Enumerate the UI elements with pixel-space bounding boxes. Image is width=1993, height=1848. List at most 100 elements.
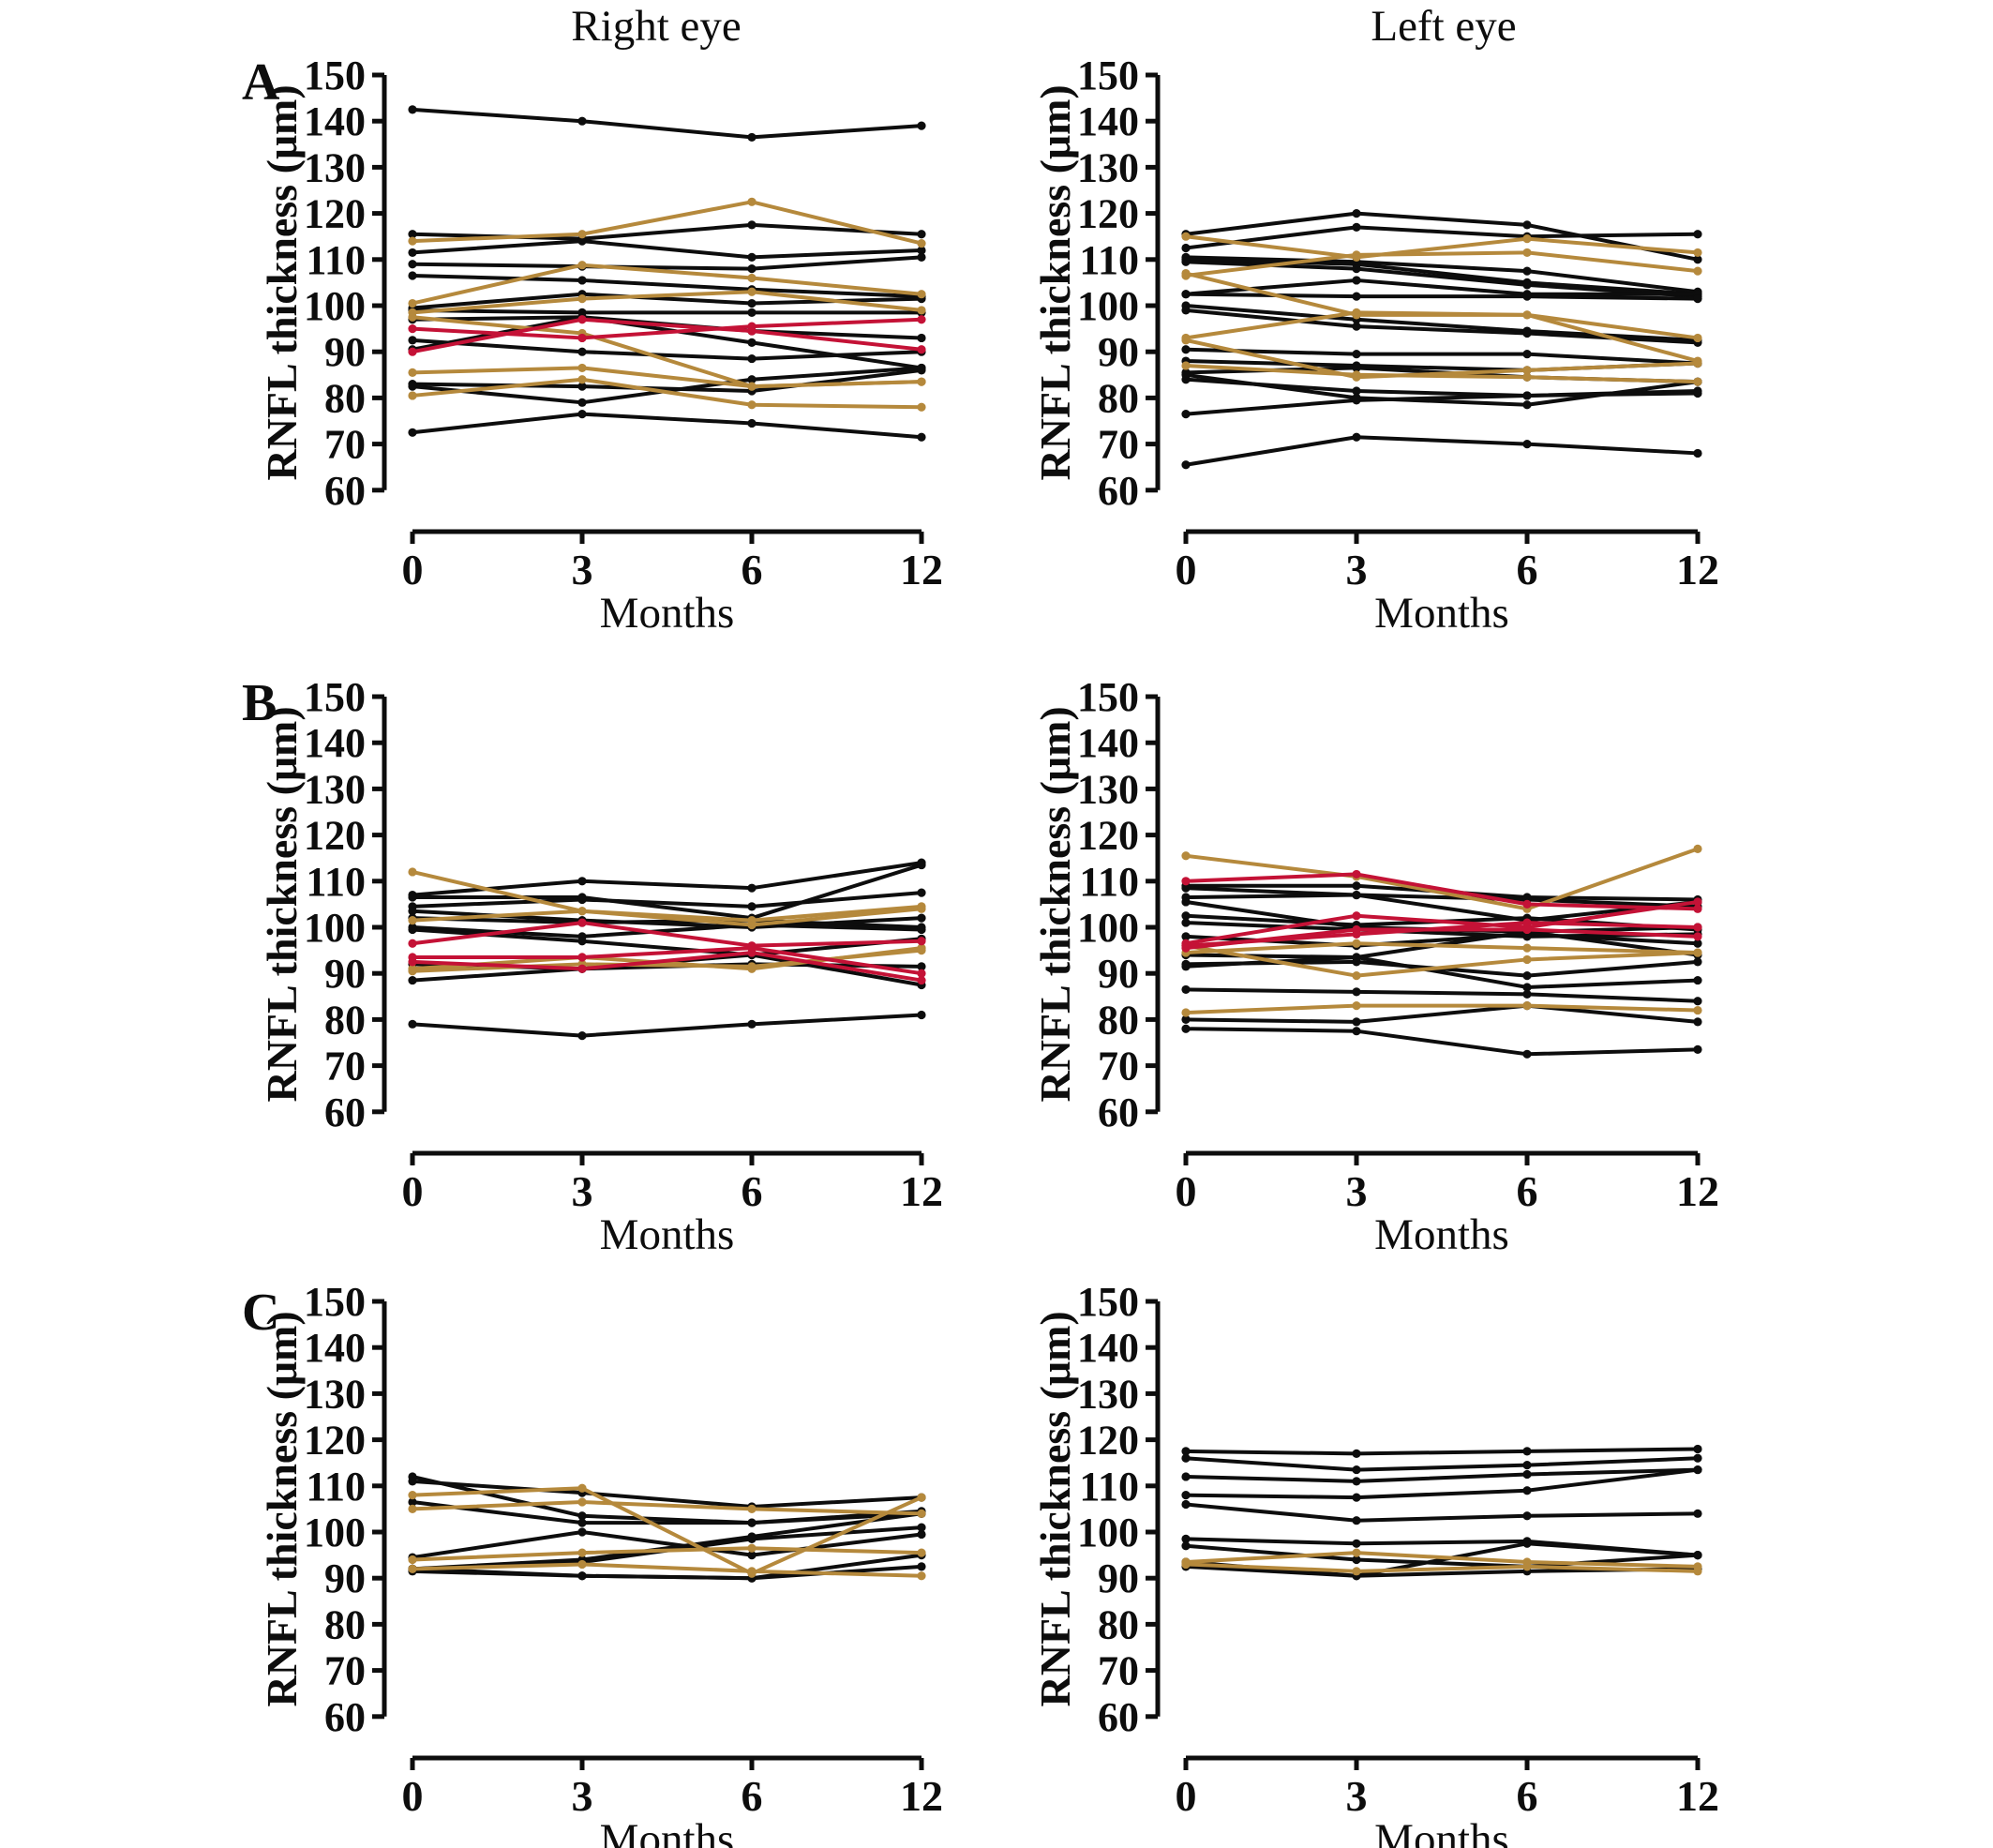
series-line-black [412, 861, 922, 897]
data-point-tan [1693, 844, 1702, 853]
data-point-tan [1352, 1548, 1361, 1557]
data-point-tan [747, 962, 757, 971]
data-point-tan [1693, 358, 1702, 368]
data-point-black [1181, 290, 1191, 299]
data-point-black [408, 382, 417, 391]
data-point-tan [408, 236, 417, 246]
y-tick-label: 90 [324, 951, 366, 997]
data-point-black [1352, 890, 1361, 900]
data-point-red [1693, 897, 1702, 907]
x-tick-label: 0 [402, 1167, 424, 1215]
data-point-tan [917, 377, 926, 386]
series-line-black [412, 239, 922, 260]
data-point-red [408, 939, 417, 948]
data-point-red [917, 969, 926, 978]
data-point-black [1352, 1449, 1361, 1458]
series-line-black [1185, 1447, 1699, 1456]
column-title-left-eye: Left eye [1371, 2, 1517, 51]
series-group [408, 105, 926, 442]
series-line-red [412, 951, 922, 983]
data-point-black [1181, 1541, 1191, 1551]
data-point-black [1522, 1447, 1532, 1456]
data-point-tan [747, 287, 757, 296]
data-point-tan [1522, 1562, 1532, 1571]
data-point-tan [408, 391, 417, 400]
y-tick-label: 60 [1098, 468, 1139, 514]
data-point-black [1522, 350, 1532, 359]
series-line-black [1185, 1456, 1699, 1472]
data-point-black [917, 121, 926, 130]
data-point-tan [1522, 310, 1532, 320]
data-point-black [747, 1518, 757, 1527]
series-line-black [1185, 987, 1699, 1003]
data-point-black [577, 1031, 587, 1041]
data-point-tan [1181, 232, 1191, 241]
data-point-red [1693, 904, 1702, 913]
data-point-black [917, 888, 926, 897]
data-point-black [408, 975, 417, 985]
panel-letter-c: C [242, 1284, 280, 1342]
data-point-black [1522, 280, 1532, 290]
y-axis-title: RNFL thickness (μm) [1031, 706, 1079, 1102]
y-tick-label: 60 [324, 1694, 366, 1740]
data-point-black [1352, 1539, 1361, 1548]
x-tick-label: 3 [1346, 1167, 1368, 1215]
data-point-black [917, 962, 926, 971]
y-tick-label: 150 [1077, 674, 1139, 720]
y-tick-label: 80 [324, 1601, 366, 1647]
data-point-black [1352, 222, 1361, 232]
data-point-black [747, 132, 757, 143]
y-tick-label: 90 [1098, 329, 1139, 375]
data-point-black [1693, 255, 1702, 264]
data-point-black [408, 230, 417, 239]
series-line-black [412, 916, 922, 929]
data-point-black [1352, 987, 1361, 997]
panel-letter-b: B [242, 674, 277, 732]
data-point-tan [1181, 1559, 1191, 1570]
data-point-black [1181, 1534, 1191, 1543]
data-point-black [408, 248, 417, 258]
series-line-tan [1185, 363, 1699, 384]
y-axis-title: RNFL thickness (μm) [258, 1311, 306, 1706]
x-tick-label: 6 [1517, 546, 1538, 593]
y-tick-label: 120 [304, 1418, 366, 1464]
data-point-black [577, 1571, 587, 1581]
data-point-black [747, 353, 757, 364]
x-tick-label: 3 [1346, 1772, 1368, 1820]
data-point-red [577, 315, 587, 324]
data-point-tan [577, 907, 587, 916]
series-line-black [1185, 1027, 1699, 1057]
y-tick-label: 90 [324, 329, 366, 375]
data-point-tan [747, 1543, 757, 1553]
y-tick-label: 110 [306, 1464, 366, 1510]
y-tick-label: 70 [1098, 422, 1139, 468]
data-point-black [1352, 350, 1361, 359]
y-axis-title: RNFL thickness (μm) [258, 84, 306, 480]
x-tick-label: 3 [572, 1772, 593, 1820]
series-line-black [1185, 347, 1699, 366]
data-point-black [747, 902, 757, 911]
data-point-red [747, 948, 757, 957]
data-point-tan [1352, 250, 1361, 260]
data-point-black [1181, 897, 1191, 907]
data-point-tan [917, 306, 926, 315]
data-point-black [1352, 881, 1361, 891]
y-tick-label: 60 [1098, 1089, 1139, 1135]
series-group [1181, 844, 1702, 1059]
data-point-tan [1352, 971, 1361, 981]
x-axis-title: Months [1374, 1210, 1509, 1259]
series-group [1181, 209, 1702, 470]
series-line-tan [412, 870, 922, 923]
data-point-black [1693, 1453, 1702, 1463]
data-point-red [917, 315, 926, 324]
data-point-tan [917, 904, 926, 913]
data-point-tan [408, 1504, 417, 1513]
data-point-black [917, 230, 926, 239]
series-line-tan [1185, 1562, 1699, 1573]
data-point-red [1522, 924, 1532, 935]
series-line-black [1185, 1502, 1699, 1523]
x-axis-title: Months [1374, 1815, 1509, 1848]
